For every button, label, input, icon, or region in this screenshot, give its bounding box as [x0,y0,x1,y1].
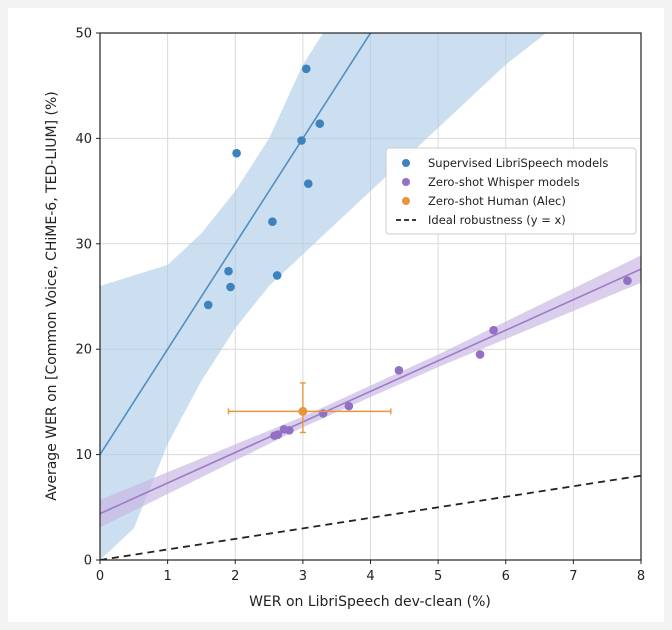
x-tick-label: 5 [434,569,442,584]
data-points [203,64,632,440]
supervised-point [224,266,233,276]
zero-shot-point [623,276,632,285]
human-point [298,406,308,416]
x-tick-label: 1 [163,569,171,584]
x-tick-label: 8 [637,569,645,584]
x-axis-label: WER on LibriSpeech dev-clean (%) [249,594,491,610]
legend-box [385,147,637,235]
legend-marker [402,197,410,205]
supervised-point [272,271,282,280]
chart-frame: 0 1 2 3 4 5 6 7 8 0 10 20 30 40 50 WER on LibriSpeech … [8,8,664,622]
supervised-point [268,217,277,226]
supervised-point [203,300,213,310]
zero-shot-point [489,325,498,335]
supervised-confidence-band [100,33,547,560]
chart-svg: 0 1 2 3 4 5 6 7 8 0 10 20 30 40 50 WER on LibriSpeech … [44,27,645,611]
y-tick-label: 50 [75,27,92,42]
y-axis-label: Average WER on [Common Voice, CHiME-6, T… [44,91,60,500]
legend-label: Supervised LibriSpeech models [428,156,608,170]
zero-shot-point [285,426,294,435]
x-tick-label: 4 [366,569,374,584]
supervised-point [297,136,306,145]
x-tick-label: 7 [569,569,577,584]
supervised-point [232,148,241,158]
y-tick-label: 20 [75,343,92,358]
x-tick-label: 2 [231,569,239,584]
legend-label: Zero-shot Human (Alec) [428,194,566,208]
supervised-point [315,119,325,128]
y-tick-label: 40 [75,132,92,147]
zero-shot-point [273,430,283,439]
zero-shot-point [344,401,354,411]
supervised-point [303,179,313,189]
supervised-fit-line [100,33,372,456]
y-tick-label: 0 [84,554,92,569]
supervised-point [301,64,311,74]
legend-marker [402,159,410,167]
x-tick-label: 3 [299,569,307,584]
fit-lines [100,33,641,560]
zero-shot-point [394,365,404,375]
legend-label: Zero-shot Whisper models [428,175,580,189]
zero-shot-point [475,350,485,359]
zero-shot-fit-line [100,268,641,515]
zero-shot-point [318,409,328,418]
legend-label: Ideal robustness (y = x) [428,213,566,227]
legend: Supervised LibriSpeech models Zero-shot W… [385,147,637,235]
x-tick-label: 6 [502,569,510,584]
y-tick-label: 10 [75,448,92,463]
y-tick-label: 30 [75,237,92,252]
ideal-robustness-line [100,474,641,560]
x-tick-label: 0 [96,569,104,584]
supervised-point [226,282,235,292]
axis-ticks: 0 1 2 3 4 5 6 7 8 0 10 20 30 40 50 [75,27,645,585]
legend-marker [402,178,410,186]
